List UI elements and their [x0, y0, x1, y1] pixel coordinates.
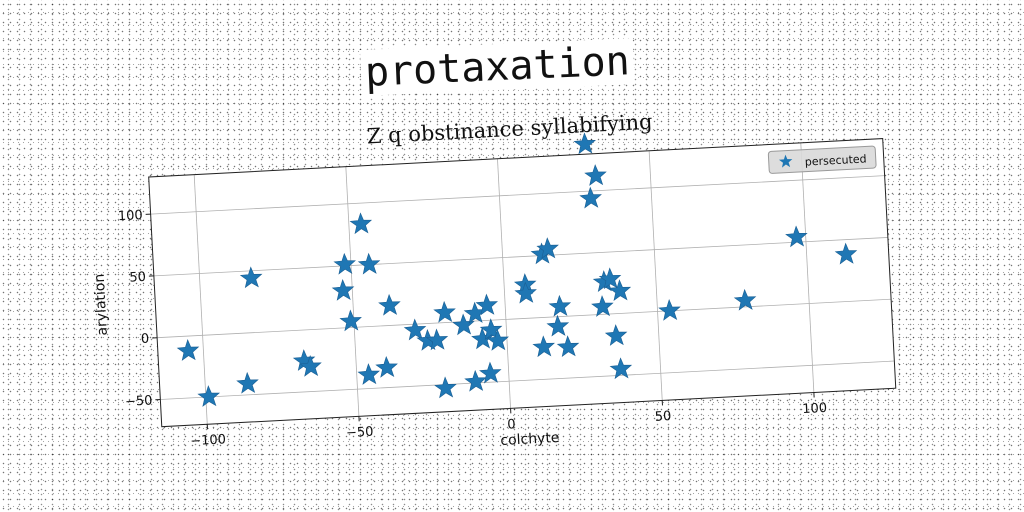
y-tick-label: 0: [141, 332, 150, 347]
plot-frame: [148, 138, 897, 428]
data-point-star: [548, 294, 572, 317]
data-point-star: [546, 314, 570, 337]
data-point-star: [176, 339, 200, 361]
data-point-star: [556, 335, 580, 358]
data-point-star: [378, 293, 401, 316]
y-grid-line: [150, 175, 885, 215]
data-point-star: [608, 279, 632, 302]
data-point-star: [785, 225, 808, 248]
data-point-star: [536, 237, 559, 259]
x-tick-label: 100: [802, 401, 828, 417]
x-tick-label: 50: [654, 409, 671, 425]
data-point-star: [514, 281, 537, 304]
data-point-star: [357, 363, 380, 385]
chart-panel: Z q obstinance syllabifying −100 −50 0 50 10…: [66, 85, 964, 491]
y-tick-label: 50: [129, 270, 146, 286]
data-point-star: [486, 329, 509, 351]
data-point-star: [609, 357, 633, 380]
legend: persecuted: [767, 145, 877, 174]
data-point-star: [658, 298, 681, 321]
y-grid-line: [153, 237, 888, 277]
data-point-star: [573, 132, 596, 155]
axis-ticks: −100 −50 0 50 100 −50 0 50 100: [118, 208, 828, 449]
data-point-star: [333, 252, 356, 275]
data-point-star: [733, 288, 757, 311]
y-grid-line: [157, 298, 892, 339]
data-point-star: [479, 361, 502, 384]
x-tick-label: −50: [346, 425, 374, 441]
data-point-star: [349, 212, 373, 235]
legend-star-icon: [778, 154, 793, 168]
data-point-star: [604, 324, 628, 346]
x-grid-line: [648, 150, 663, 401]
data-point-star: [475, 293, 498, 316]
x-grid-line: [193, 174, 208, 425]
data-point-star: [357, 252, 381, 275]
main-title: protaxation: [359, 38, 635, 96]
y-tick-label: −50: [125, 393, 153, 409]
x-tick-label: 0: [507, 417, 516, 432]
data-point-star: [339, 309, 362, 332]
data-point-star: [403, 318, 427, 341]
data-point-star: [834, 242, 858, 265]
data-point-star: [434, 376, 457, 399]
data-point-star: [239, 266, 263, 289]
data-point-star: [299, 354, 322, 377]
data-point-star: [236, 371, 259, 394]
data-point-star: [433, 300, 456, 323]
x-tick-label: −100: [190, 432, 226, 449]
x-grid-line: [345, 166, 360, 417]
y-tick-label: 100: [118, 208, 144, 224]
data-point-star: [591, 295, 614, 317]
x-grid-line: [497, 158, 511, 409]
chart-title: Z q obstinance syllabifying: [366, 110, 653, 149]
data-point-star: [532, 335, 555, 358]
y-axis-label: arylation: [92, 273, 111, 336]
x-grid-line: [800, 142, 815, 393]
legend-label: persecuted: [804, 152, 866, 168]
grid-lines: [150, 142, 895, 425]
data-point-star: [331, 278, 355, 301]
y-grid-line: [160, 360, 895, 400]
scatter-chart: Z q obstinance syllabifying −100 −50 0 50 10…: [92, 110, 897, 449]
data-point-star: [197, 385, 220, 407]
data-point-star: [579, 186, 602, 209]
legend-box: [767, 145, 877, 174]
data-points: [176, 132, 858, 407]
data-point-star: [584, 164, 607, 186]
data-point-star: [375, 355, 398, 378]
data-point-star: [464, 369, 487, 392]
x-axis-label: colchyte: [500, 430, 560, 449]
data-point-star: [598, 267, 622, 290]
data-point-star: [425, 328, 449, 351]
